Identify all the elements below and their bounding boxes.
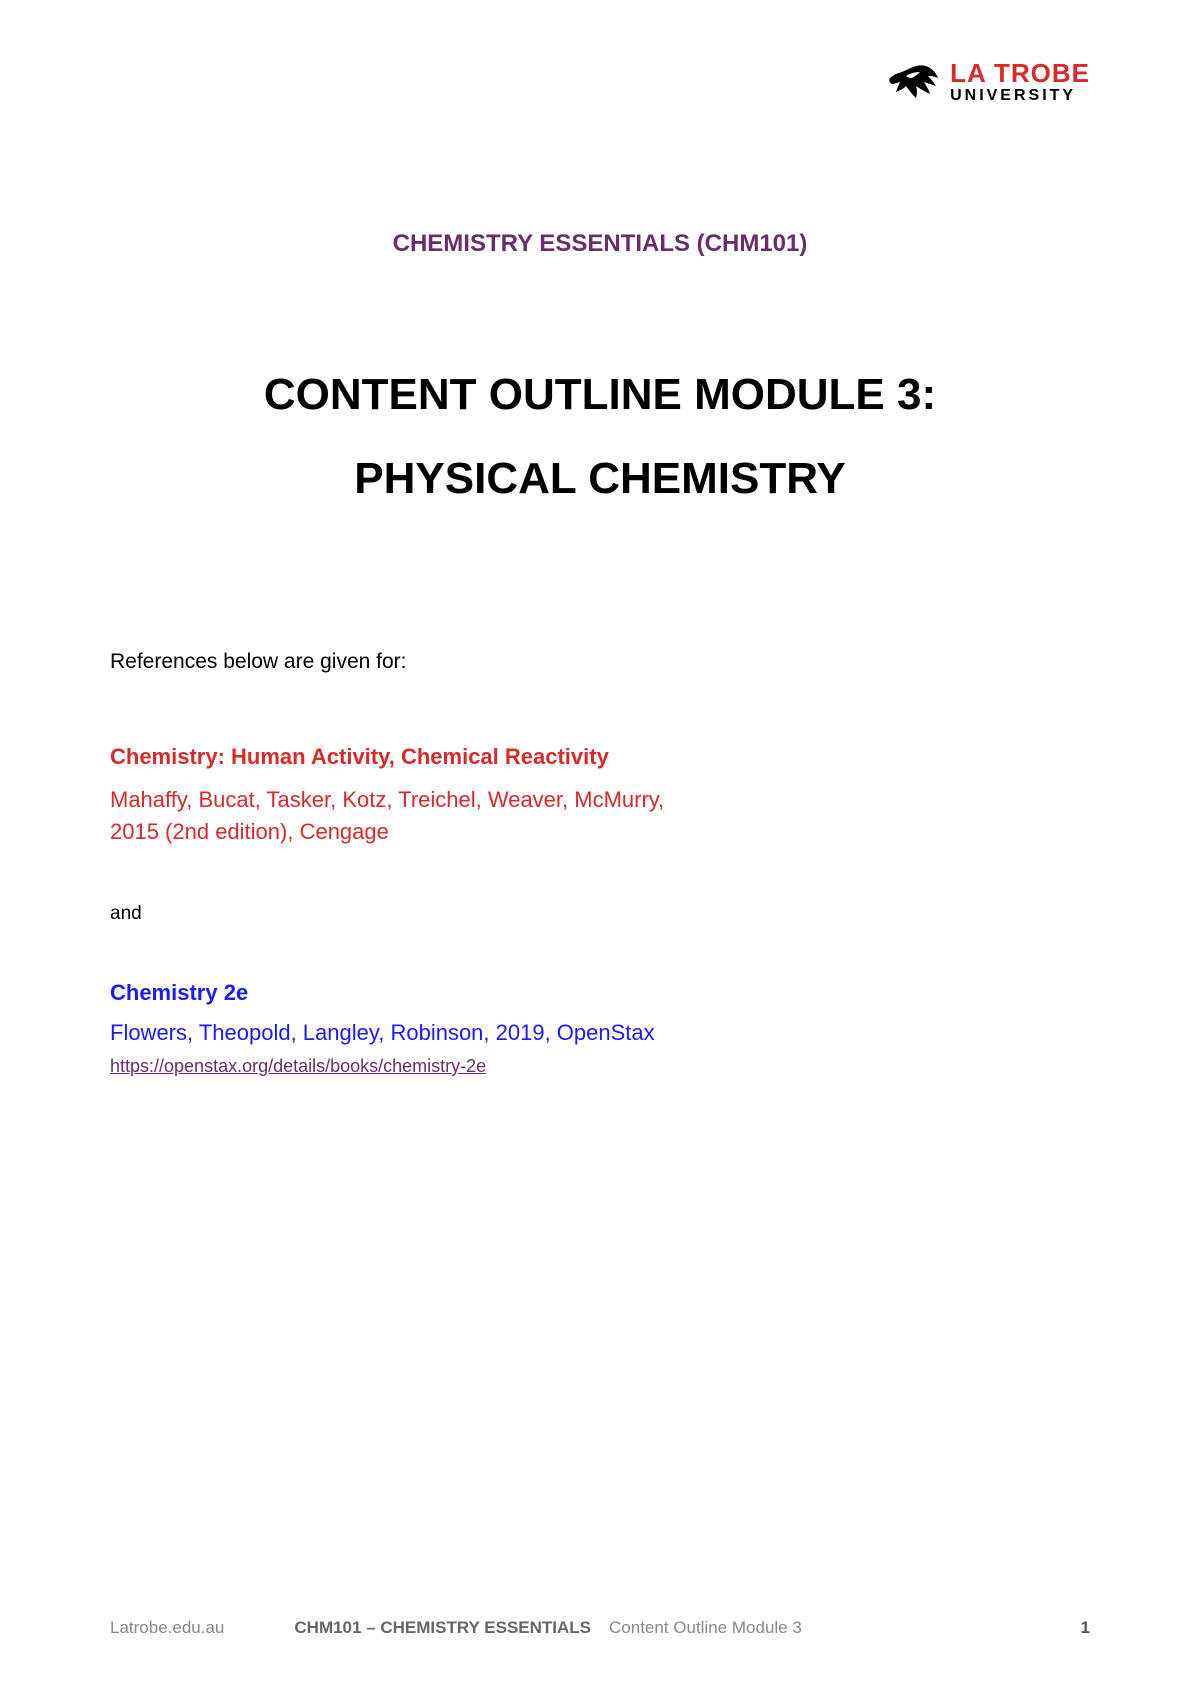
footer-course: CHM101 – CHEMISTRY ESSENTIALS bbox=[294, 1618, 591, 1638]
and-separator: and bbox=[110, 903, 1090, 925]
logo-main-text: LA TROBE bbox=[950, 60, 1090, 86]
footer-outline: Content Outline Module 3 bbox=[609, 1618, 802, 1638]
footer-page-number: 1 bbox=[1081, 1618, 1090, 1638]
course-header: CHEMISTRY ESSENTIALS (CHM101) bbox=[110, 230, 1090, 258]
reference-1-authors: Mahaffy, Bucat, Tasker, Kotz, Treichel, … bbox=[110, 784, 1090, 848]
eagle-icon bbox=[886, 62, 942, 102]
reference-2-link[interactable]: https://openstax.org/details/books/chemi… bbox=[110, 1056, 486, 1077]
references-intro: References below are given for: bbox=[110, 650, 1090, 674]
reference-2-title: Chemistry 2e bbox=[110, 980, 1090, 1006]
ref1-authors-line2: 2015 (2nd edition), Cengage bbox=[110, 819, 389, 844]
logo-sub-text: UNIVERSITY bbox=[950, 88, 1090, 104]
reference-1-title: Chemistry: Human Activity, Chemical Reac… bbox=[110, 744, 1090, 770]
university-logo: LA TROBE UNIVERSITY bbox=[886, 60, 1090, 104]
title-line-1: CONTENT OUTLINE MODULE 3: bbox=[264, 370, 936, 419]
reference-2-authors: Flowers, Theopold, Langley, Robinson, 20… bbox=[110, 1020, 1090, 1046]
ref1-authors-line1: Mahaffy, Bucat, Tasker, Kotz, Treichel, … bbox=[110, 787, 664, 812]
page-footer: Latrobe.edu.au CHM101 – CHEMISTRY ESSENT… bbox=[110, 1618, 1090, 1638]
title-line-2: PHYSICAL CHEMISTRY bbox=[354, 454, 845, 503]
document-page: LA TROBE UNIVERSITY CHEMISTRY ESSENTIALS… bbox=[0, 0, 1200, 1698]
footer-site: Latrobe.edu.au bbox=[110, 1618, 224, 1638]
document-title: CONTENT OUTLINE MODULE 3: PHYSICAL CHEMI… bbox=[110, 353, 1090, 520]
logo-text: LA TROBE UNIVERSITY bbox=[950, 60, 1090, 104]
